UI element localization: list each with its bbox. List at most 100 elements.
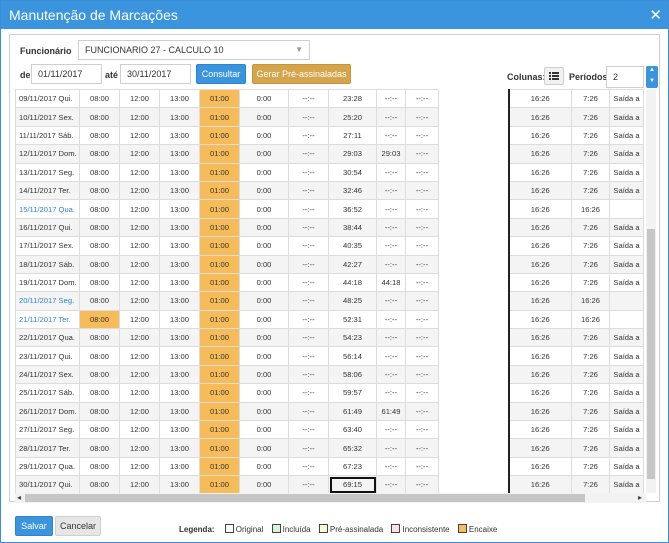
extra-cell[interactable]: 0:00	[239, 144, 289, 164]
marcacao-4-cell[interactable]: --:--	[376, 199, 406, 219]
saida-1-cell[interactable]: 12:00	[119, 328, 160, 348]
entrada-1-cell[interactable]: 08:00	[79, 144, 120, 164]
saida-1-cell[interactable]: 12:00	[119, 456, 160, 477]
gap-cell[interactable]	[438, 126, 509, 145]
entrada-1-cell[interactable]: 08:00	[79, 291, 120, 311]
ocorrencia-cell[interactable]: Saída a	[609, 401, 644, 422]
horario-cell[interactable]: 16:26	[507, 383, 572, 403]
table-row[interactable]: 19/11/2017 Dom. 08:00 12:00 13:00 01:00 0:00-…	[15, 272, 644, 293]
extra-cell[interactable]: 0:00	[239, 254, 289, 274]
ocorrencia-cell[interactable]: Saída a	[609, 383, 644, 403]
intervalo-cell[interactable]: 01:00	[199, 291, 240, 311]
table-row[interactable]: 16/11/2017 Qui. 08:00 12:00 13:00 01:00 0:00-…	[15, 217, 644, 238]
entrada-2-cell[interactable]: 13:00	[159, 438, 200, 458]
gap-cell[interactable]	[438, 383, 509, 403]
ocorrencia-cell[interactable]: Saída a	[609, 125, 644, 146]
entrada-2-cell[interactable]: 13:00	[159, 199, 200, 219]
total-cell[interactable]: 65:32	[328, 438, 377, 458]
table-row[interactable]: 26/11/2017 Dom. 08:00 12:00 13:00 01:00 0:00-…	[15, 401, 644, 422]
marcacao-3-cell[interactable]: --:--	[288, 180, 329, 201]
extra-cell[interactable]: 0:00	[239, 272, 289, 293]
entrada-1-cell[interactable]: 08:00	[79, 89, 120, 109]
date-cell[interactable]: 29/11/2017 Qua.	[15, 456, 80, 477]
table-row[interactable]: 28/11/2017 Ter. 08:00 12:00 13:00 01:00 0:00-…	[15, 438, 644, 458]
horario-cell[interactable]: 16:26	[507, 346, 572, 366]
table-row[interactable]: 23/11/2017 Qui. 08:00 12:00 13:00 01:00 0:00-…	[15, 346, 644, 366]
intervalo-cell[interactable]: 01:00	[199, 346, 240, 366]
entrada-2-cell[interactable]: 13:00	[159, 236, 200, 256]
marcacao-4-cell[interactable]: 29:03	[376, 144, 406, 164]
chevron-down-icon[interactable]: ▼	[649, 78, 655, 84]
total-cell[interactable]: 69:15	[328, 475, 377, 493]
table-row[interactable]: 24/11/2017 Sex. 08:00 12:00 13:00 01:00 0:00-…	[15, 364, 644, 385]
scroll-left-icon[interactable]: ◂	[17, 493, 22, 502]
carga-cell[interactable]: 7:26	[571, 420, 610, 440]
date-cell[interactable]: 16/11/2017 Qui.	[15, 217, 80, 238]
horario-cell[interactable]: 16:26	[507, 180, 572, 201]
marcacao-3-cell[interactable]: --:--	[288, 236, 329, 256]
intervalo-cell[interactable]: 01:00	[199, 309, 240, 330]
table-row[interactable]: 15/11/2017 Qua. 08:00 12:00 13:00 01:00 0:00-…	[15, 199, 644, 219]
entrada-1-cell[interactable]: 08:00	[79, 475, 120, 493]
extra-cell[interactable]: 0:00	[239, 125, 289, 146]
carga-cell[interactable]: 7:26	[571, 162, 610, 182]
marcacao-3-cell[interactable]: --:--	[288, 309, 329, 330]
extra-cell[interactable]: 0:00	[239, 236, 289, 256]
entrada-1-cell[interactable]: 08:00	[79, 346, 120, 366]
marcacao-5-cell[interactable]: --:--	[405, 438, 439, 458]
carga-cell[interactable]: 7:26	[571, 475, 610, 493]
date-cell[interactable]: 18/11/2017 Sáb.	[15, 254, 80, 274]
date-cell[interactable]: 22/11/2017 Qua.	[15, 328, 80, 348]
intervalo-cell[interactable]: 01:00	[199, 383, 240, 403]
total-cell[interactable]: 36:52	[328, 199, 377, 219]
entrada-1-cell[interactable]: 08:00	[79, 199, 120, 219]
marcacao-5-cell[interactable]: --:--	[405, 401, 439, 422]
extra-cell[interactable]: 0:00	[239, 438, 289, 458]
date-cell[interactable]: 09/11/2017 Qui.	[15, 89, 80, 109]
marcacao-4-cell[interactable]: --:--	[376, 162, 406, 182]
marcacao-4-cell[interactable]: --:--	[376, 89, 406, 109]
marcacao-5-cell[interactable]: --:--	[405, 236, 439, 256]
total-cell[interactable]: 32:46	[328, 180, 377, 201]
marcacao-5-cell[interactable]: --:--	[405, 144, 439, 164]
total-cell[interactable]: 40:35	[328, 236, 377, 256]
marcacao-5-cell[interactable]: --:--	[405, 346, 439, 366]
saida-1-cell[interactable]: 12:00	[119, 475, 160, 493]
intervalo-cell[interactable]: 01:00	[199, 475, 240, 493]
marcacao-4-cell[interactable]: --:--	[376, 236, 406, 256]
gerar-pre-assinaladas-button[interactable]: Gerar Pré-assinaladas	[252, 64, 351, 84]
extra-cell[interactable]: 0:00	[239, 180, 289, 201]
date-from-input[interactable]: 01/11/2017	[31, 64, 102, 84]
marcacao-4-cell[interactable]: --:--	[376, 180, 406, 201]
scroll-right-icon[interactable]: ▸	[638, 493, 643, 502]
marcacao-3-cell[interactable]: --:--	[288, 291, 329, 311]
ocorrencia-cell[interactable]: Saída a	[609, 420, 644, 440]
entrada-1-cell[interactable]: 08:00	[79, 438, 120, 458]
extra-cell[interactable]: 0:00	[239, 309, 289, 330]
ocorrencia-cell[interactable]: Saída a	[609, 217, 644, 238]
gap-cell[interactable]	[438, 346, 509, 366]
ocorrencia-cell[interactable]: Saída a	[609, 254, 644, 274]
ocorrencia-cell[interactable]: Saída a	[609, 162, 644, 182]
marcacao-5-cell[interactable]: --:--	[405, 272, 439, 293]
ocorrencia-cell[interactable]: Saída a	[609, 328, 644, 348]
marcacao-4-cell[interactable]: --:--	[376, 309, 406, 330]
carga-cell[interactable]: 7:26	[571, 89, 610, 109]
horizontal-scrollbar-thumb[interactable]	[25, 494, 585, 502]
marcacao-3-cell[interactable]: --:--	[288, 107, 329, 127]
horario-cell[interactable]: 16:26	[507, 89, 572, 109]
gap-cell[interactable]	[438, 328, 509, 347]
marcacao-5-cell[interactable]: --:--	[405, 291, 439, 311]
carga-cell[interactable]: 7:26	[571, 217, 610, 238]
saida-1-cell[interactable]: 12:00	[119, 383, 160, 403]
saida-1-cell[interactable]: 12:00	[119, 438, 160, 458]
horario-cell[interactable]: 16:26	[507, 309, 572, 330]
extra-cell[interactable]: 0:00	[239, 456, 289, 477]
gap-cell[interactable]	[438, 181, 509, 200]
extra-cell[interactable]: 0:00	[239, 291, 289, 311]
marcacao-3-cell[interactable]: --:--	[288, 456, 329, 477]
date-cell[interactable]: 25/11/2017 Sáb.	[15, 383, 80, 403]
entrada-2-cell[interactable]: 13:00	[159, 107, 200, 127]
carga-cell[interactable]: 7:26	[571, 272, 610, 293]
extra-cell[interactable]: 0:00	[239, 475, 289, 493]
